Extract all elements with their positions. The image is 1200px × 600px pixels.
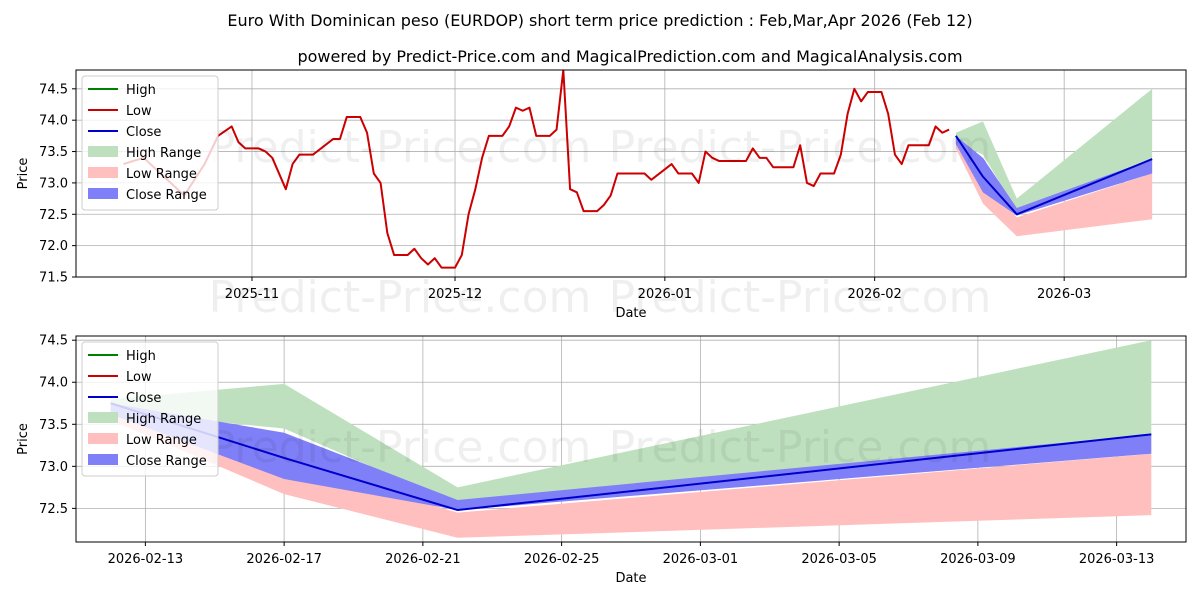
legend-swatch-close-range bbox=[88, 454, 118, 465]
x-tick-label: 2026-03-01 bbox=[663, 552, 739, 567]
low-series-line bbox=[123, 70, 950, 269]
plot-area bbox=[123, 70, 1153, 269]
y-tick-label: 71.5 bbox=[39, 271, 68, 286]
x-tick-label: 2026-03-05 bbox=[801, 552, 877, 567]
watermark-text: Predict-Price.com bbox=[609, 422, 992, 473]
legend-label-close-range: Close Range bbox=[126, 188, 207, 203]
y-tick-label: 74.0 bbox=[39, 114, 68, 129]
y-tick-label: 73.5 bbox=[39, 145, 68, 160]
x-tick-label: 2026-03-09 bbox=[940, 552, 1016, 567]
legend-swatch-high-range bbox=[88, 412, 118, 423]
low-range-area bbox=[955, 142, 1153, 237]
x-tick-label: 2026-03-13 bbox=[1079, 552, 1155, 567]
legend-label-low: Low bbox=[126, 104, 152, 119]
close-range-area bbox=[955, 135, 1153, 216]
legend-label-close: Close bbox=[126, 125, 161, 140]
watermark-text: Predict-Price.com bbox=[209, 122, 592, 173]
prediction-detail-panel: Predict-Price.com Predict-Price.com 72.5 73… bbox=[16, 334, 1187, 586]
y-axis-label: Price bbox=[16, 158, 31, 190]
y-tick-label: 72.5 bbox=[39, 502, 68, 517]
legend-swatch-low-range bbox=[88, 433, 118, 444]
y-tick-label: 74.5 bbox=[39, 334, 68, 349]
y-tick-label: 74.5 bbox=[39, 82, 68, 97]
legend-label-close: Close bbox=[126, 391, 161, 406]
high-range-area bbox=[955, 88, 1153, 212]
legend-label-low-range: Low Range bbox=[126, 433, 197, 448]
legend-label-close-range: Close Range bbox=[126, 454, 207, 469]
legend-label-low: Low bbox=[126, 370, 152, 385]
x-tick-label: 2025-12 bbox=[428, 287, 482, 302]
x-tick-label: 2025-11 bbox=[225, 287, 279, 302]
legend-label-high: High bbox=[126, 349, 156, 364]
close-series-line bbox=[955, 135, 1153, 216]
y-tick-label: 72.0 bbox=[39, 239, 68, 254]
y-axis-label: Price bbox=[16, 423, 31, 455]
x-tick-label: 2026-02-17 bbox=[246, 552, 322, 567]
legend-label-high-range: High Range bbox=[126, 146, 201, 161]
y-tick-label: 73.5 bbox=[39, 418, 68, 433]
x-tick-label: 2026-02-25 bbox=[524, 552, 600, 567]
x-tick-label: 2026-03 bbox=[1037, 287, 1091, 302]
x-axis-label: Date bbox=[615, 571, 646, 586]
x-tick-label: 2026-02-13 bbox=[108, 552, 184, 567]
y-tick-label: 72.5 bbox=[39, 208, 68, 223]
watermark-text: Predict-Price.com bbox=[609, 272, 992, 323]
x-axis-label: Date bbox=[615, 306, 646, 321]
legend-swatch-low-range bbox=[88, 167, 118, 178]
low-range-area bbox=[110, 411, 1152, 538]
chart-title: Euro With Dominican peso (EURDOP) short … bbox=[227, 11, 972, 30]
watermark-text: Predict-Price.com bbox=[609, 122, 992, 173]
watermark-text: Predict-Price.com bbox=[209, 272, 592, 323]
x-tick-label: 2026-02 bbox=[847, 287, 901, 302]
watermark-text: Predict-Price.com bbox=[209, 422, 592, 473]
high-range-area bbox=[110, 340, 1152, 505]
y-tick-label: 73.0 bbox=[39, 460, 68, 475]
axes-frame bbox=[75, 335, 1187, 543]
legend-label-high: High bbox=[126, 83, 156, 98]
price-history-panel: Predict-Price.com Predict-Price.com Predic… bbox=[16, 69, 1187, 323]
y-tick-label: 74.0 bbox=[39, 376, 68, 391]
axes-frame bbox=[75, 69, 1187, 278]
legend-label-low-range: Low Range bbox=[126, 167, 197, 182]
x-tick-label: 2026-02-21 bbox=[385, 552, 461, 567]
legend-swatch-close-range bbox=[88, 188, 118, 199]
legend-swatch-high-range bbox=[88, 146, 118, 157]
y-tick-label: 73.0 bbox=[39, 176, 68, 191]
x-tick-label: 2026-01 bbox=[638, 287, 692, 302]
chart-subtitle: powered by Predict-Price.com and Magical… bbox=[297, 47, 962, 66]
legend-label-high-range: High Range bbox=[126, 412, 201, 427]
